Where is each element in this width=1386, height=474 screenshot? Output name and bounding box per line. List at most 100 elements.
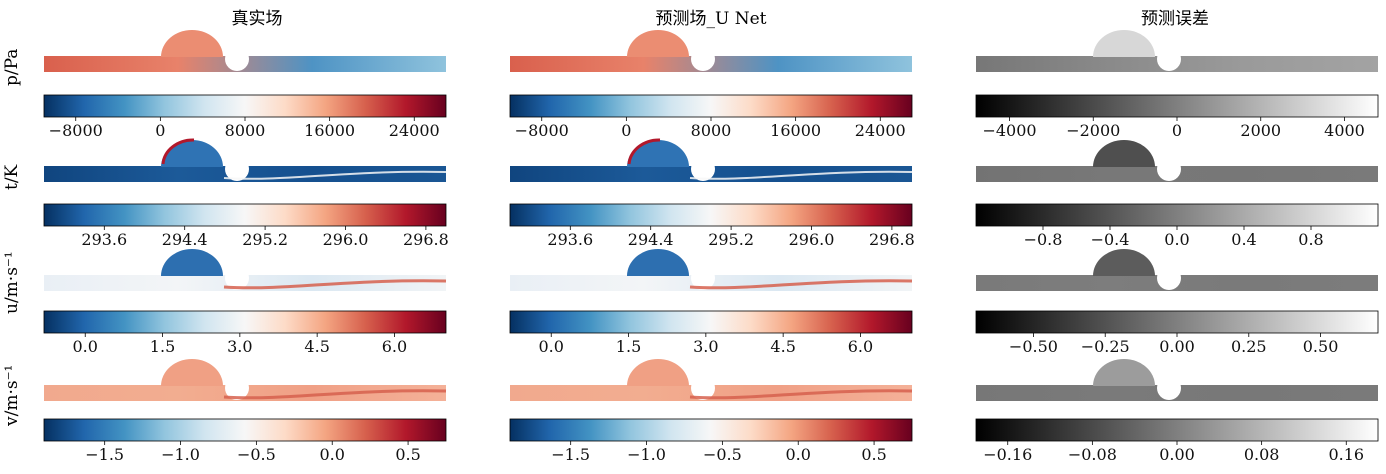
colorbar-tick-label: 0.0 <box>73 337 98 356</box>
colorbar-tick-label: 0.0 <box>785 445 810 464</box>
colorbar-tick-label: −8000 <box>49 121 103 140</box>
colorbar-tick-label: 2000 <box>1240 121 1281 140</box>
colorbar-tick-label: 3.0 <box>693 337 718 356</box>
field-dome-v-true <box>161 359 223 386</box>
colorbar-tick-label: 296.0 <box>323 230 369 249</box>
colorbar-tick-label: 0.8 <box>1298 230 1323 249</box>
field-p-pred <box>510 30 912 72</box>
colorbar-tick-label: 6.0 <box>848 337 873 356</box>
field-dome-p-err <box>1093 30 1155 57</box>
colorbar-tick-label: 4000 <box>1324 121 1365 140</box>
colorbar-tick-label: 0.25 <box>1231 337 1267 356</box>
colorbar-tick-label: 0.16 <box>1328 445 1364 464</box>
field-v-err <box>976 359 1378 401</box>
colorbar-tick-label: 0.5 <box>861 445 886 464</box>
field-obstacle-u-true <box>225 266 249 290</box>
field-obstacle-v-true <box>225 376 249 400</box>
colorbar-p-true <box>43 94 447 118</box>
colorbar-tick-label: 295.2 <box>242 230 288 249</box>
colorbar-tick-label: 24000 <box>855 121 906 140</box>
colorbar-tick-label: −0.8 <box>1024 230 1063 249</box>
field-obstacle-v-pred <box>691 376 715 400</box>
colorbar-tick-label: −0.5 <box>237 445 276 464</box>
colorbar-t-pred <box>509 203 913 227</box>
field-dome-u-pred <box>627 249 689 276</box>
colorbar-tick-label: 296.0 <box>789 230 835 249</box>
field-wake-v-true <box>223 389 447 400</box>
colorbar-p-pred <box>509 94 913 118</box>
field-wake-t-pred <box>689 170 913 180</box>
colorbar-tick-label: 0.5 <box>395 445 420 464</box>
column-title-pred: 预测场_U Net <box>655 9 767 29</box>
colorbar-tick-label: 0.00 <box>1159 445 1195 464</box>
field-obstacle-u-pred <box>691 266 715 290</box>
field-t-true <box>44 138 447 182</box>
colorbar-tick-label: 4.5 <box>304 337 329 356</box>
colorbar-tick-label: 8000 <box>691 121 732 140</box>
field-t-pred <box>510 138 913 182</box>
colorbar-tick-label: 0.50 <box>1303 337 1339 356</box>
colorbar-tick-label: −0.16 <box>983 445 1032 464</box>
colorbar-tick-label: 3.0 <box>227 337 252 356</box>
colorbar-tick-label: 6.0 <box>382 337 407 356</box>
colorbar-tick-label: 0.0 <box>539 337 564 356</box>
colorbar-tick-label: −0.08 <box>1068 445 1117 464</box>
colorbar-v-err <box>975 418 1379 442</box>
colorbar-tick-label: −0.50 <box>1009 337 1058 356</box>
field-obstacle-t-err <box>1157 157 1181 181</box>
field-dome-u-true <box>161 249 223 276</box>
colorbar-u-true <box>43 310 447 334</box>
field-wake-u-pred <box>689 279 913 290</box>
colorbar-tick-label: 8000 <box>225 121 266 140</box>
colorbar-p-err <box>975 94 1379 118</box>
field-dome-edge-t-pred <box>627 138 661 165</box>
field-dome-t-true <box>161 140 223 167</box>
field-dome-p-true <box>161 30 223 57</box>
field-v-true <box>44 359 447 401</box>
field-v-pred <box>510 359 913 401</box>
colorbar-tick-label: 0.00 <box>1159 337 1195 356</box>
colorbar-tick-label: −2000 <box>1066 121 1120 140</box>
colorbar-tick-label: 4.5 <box>770 337 795 356</box>
field-dome-t-pred <box>627 140 689 167</box>
field-p-err <box>976 30 1378 72</box>
colorbar-tick-label: 294.4 <box>162 230 208 249</box>
field-obstacle-t-pred <box>691 157 715 181</box>
colorbar-tick-label: 24000 <box>389 121 440 140</box>
field-obstacle-p-true <box>225 47 249 71</box>
colorbar-tick-label: 0 <box>621 121 631 140</box>
colorbar-tick-label: 294.4 <box>628 230 674 249</box>
field-wake-v-pred <box>689 389 913 400</box>
field-p-true <box>44 30 446 72</box>
column-title-error: 预测误差 <box>1141 9 1209 29</box>
field-obstacle-v-err <box>1157 376 1181 400</box>
colorbar-t-true <box>43 203 447 227</box>
colorbar-tick-label: 295.2 <box>708 230 754 249</box>
field-dome-p-pred <box>627 30 689 57</box>
field-u-err <box>976 249 1378 291</box>
colorbar-tick-label: −8000 <box>515 121 569 140</box>
colorbar-v-pred <box>509 418 913 442</box>
colorbar-tick-label: 0 <box>1172 121 1182 140</box>
field-obstacle-u-err <box>1157 266 1181 290</box>
field-dome-u-err <box>1093 249 1155 276</box>
colorbar-tick-label: 0 <box>155 121 165 140</box>
colorbar-tick-label: −1.5 <box>551 445 590 464</box>
field-u-pred <box>510 249 913 291</box>
field-dome-v-err <box>1093 359 1155 386</box>
colorbar-u-pred <box>509 310 913 334</box>
colorbar-tick-label: 293.6 <box>547 230 593 249</box>
field-dome-t-err <box>1093 140 1155 167</box>
colorbar-tick-label: −1.0 <box>627 445 666 464</box>
colorbar-v-true <box>43 418 447 442</box>
colorbar-tick-label: −0.5 <box>703 445 742 464</box>
colorbar-tick-label: −1.0 <box>161 445 200 464</box>
field-dome-edge-t-true <box>161 138 195 165</box>
colorbar-tick-label: 293.6 <box>81 230 127 249</box>
colorbar-tick-label: 0.0 <box>319 445 344 464</box>
field-wake-t-true <box>223 170 447 180</box>
colorbar-tick-label: 296.8 <box>403 230 449 249</box>
column-title-true: 真实场 <box>231 9 283 29</box>
